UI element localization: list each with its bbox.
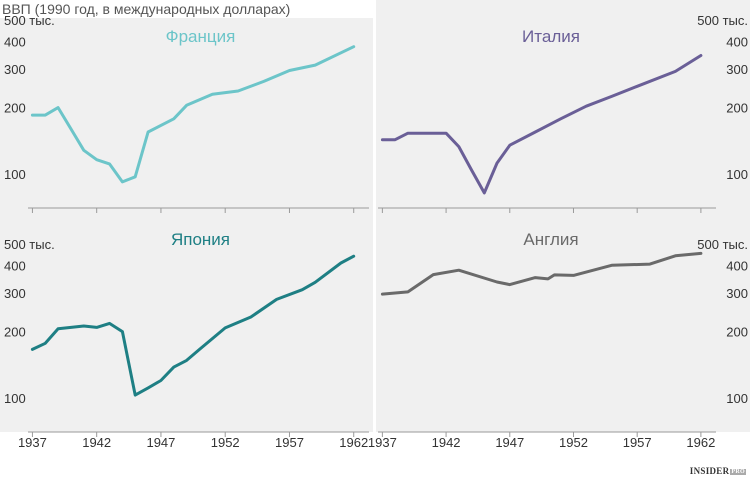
brand-name: INSIDER xyxy=(689,466,730,476)
england-x-tick-label-1957: 1957 xyxy=(623,435,652,450)
italy-y-tick-label-500: 500 тыс. xyxy=(697,13,748,28)
france-y-tick-label-500: 500 тыс. xyxy=(4,13,55,28)
italy-y-tick-label-100: 100 xyxy=(726,167,748,182)
england-y-tick-label-100: 100 xyxy=(726,391,748,406)
italy-y-tick-label-300: 300 xyxy=(726,62,748,77)
italy-panel-title: Италия xyxy=(522,27,580,46)
france-y-tick-label-100: 100 xyxy=(4,167,26,182)
england-x-tick-label-1937: 1937 xyxy=(368,435,397,450)
japan-y-tick-label-100: 100 xyxy=(4,391,26,406)
france-series-line xyxy=(30,45,356,184)
england-x-tick-label-1962: 1962 xyxy=(686,435,715,450)
france-panel-background xyxy=(0,18,373,226)
page-title: ВВП (1990 год, в международных долларах) xyxy=(2,1,291,17)
japan-x-tick-label-1942: 1942 xyxy=(82,435,111,450)
italy-series-line xyxy=(380,54,703,195)
france-y-tick-label-400: 400 xyxy=(4,34,26,49)
france-y-tick-label-200: 200 xyxy=(4,101,26,116)
england-y-tick-label-200: 200 xyxy=(726,325,748,340)
england-y-tick-label-500: 500 тыс. xyxy=(697,237,748,252)
england-y-tick-label-400: 400 xyxy=(726,258,748,273)
japan-y-tick-label-200: 200 xyxy=(4,325,26,340)
japan-series-line xyxy=(30,254,356,397)
brand-badge: PRO xyxy=(730,469,746,475)
japan-y-tick-label-300: 300 xyxy=(4,286,26,301)
japan-x-tick-label-1962: 1962 xyxy=(339,435,368,450)
england-x-tick-label-1942: 1942 xyxy=(432,435,461,450)
italy-y-tick-label-200: 200 xyxy=(726,101,748,116)
japan-x-tick-label-1937: 1937 xyxy=(18,435,47,450)
england-x-tick-label-1952: 1952 xyxy=(559,435,588,450)
england-y-tick-label-300: 300 xyxy=(726,286,748,301)
japan-y-tick-label-400: 400 xyxy=(4,258,26,273)
japan-panel-title: Япония xyxy=(171,230,230,249)
japan-y-tick-label-500: 500 тыс. xyxy=(4,237,55,252)
japan-x-tick-label-1957: 1957 xyxy=(275,435,304,450)
italy-y-tick-label-400: 400 xyxy=(726,34,748,49)
italy-panel-background xyxy=(376,0,750,226)
england-x-tick-label-1947: 1947 xyxy=(495,435,524,450)
japan-x-tick-label-1952: 1952 xyxy=(211,435,240,450)
england-series-line xyxy=(380,251,703,296)
brand-logo: INSIDER PRO xyxy=(690,466,746,476)
france-panel-title: Франция xyxy=(166,27,236,46)
japan-x-tick-label-1947: 1947 xyxy=(146,435,175,450)
england-panel-background xyxy=(376,226,750,432)
england-panel-title: Англия xyxy=(523,230,578,249)
france-y-tick-label-300: 300 xyxy=(4,62,26,77)
